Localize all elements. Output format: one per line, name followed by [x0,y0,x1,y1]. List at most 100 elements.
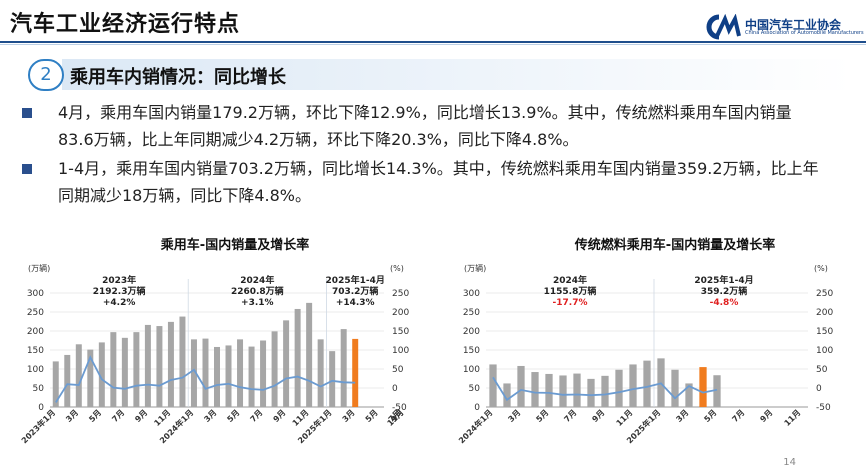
annotation-label: +4.2% [103,298,136,308]
volume-bar [671,369,679,407]
annotation-label: +14.3% [336,298,375,308]
volume-bar [517,365,525,407]
volume-bar [294,308,301,407]
x-tick-label: 3月 [506,408,522,424]
left-tick-label: 50 [33,384,45,394]
x-tick-label: 5月 [87,408,103,424]
left-tick-label: 150 [463,346,480,356]
section-title: 乘用车内销情况：同比增长 [70,67,286,88]
left-tick-label: 300 [463,289,480,299]
x-tick-label: 3月 [674,408,690,424]
x-tick-label: 5月 [225,408,241,424]
volume-bar [699,367,707,407]
left-tick-label: 0 [474,403,480,413]
right-axis-unit: (%) [390,264,404,273]
volume-bar [179,316,186,407]
volume-bar [503,383,511,407]
volume-bar [87,349,94,407]
volume-bar [559,375,567,407]
volume-bar [643,360,651,407]
volume-bar [713,375,721,407]
x-tick-label: 7月 [730,408,746,424]
annotation-label: 2260.8万辆 [231,285,284,297]
right-tick-label: 250 [392,289,409,299]
section-banner [62,59,852,90]
left-tick-label: 100 [27,365,44,375]
right-tick-label: 250 [816,289,833,299]
volume-bar [573,373,581,407]
annotation-label: +3.1% [241,298,274,308]
square-bullet-icon [22,164,32,174]
x-tick-label: 5月 [364,408,380,424]
header-divider-thin [0,44,866,45]
annotation-label: 1155.8万辆 [544,285,597,297]
right-tick-label: 200 [816,308,833,318]
x-tick-label: 11月 [615,408,635,428]
x-tick-label: 9月 [758,408,774,424]
volume-bar [545,373,553,407]
x-tick-label: 11月 [291,408,311,428]
right-tick-label: 100 [392,346,409,356]
x-tick-label: 2024年1月 [456,407,494,445]
chart-title-left: 乘用车-国内销量及增长率 [160,238,310,253]
logo: 中国汽车工业协会 China Association of Automobile… [701,13,864,40]
right-tick-label: 0 [816,384,822,394]
right-tick-label: 150 [392,327,409,337]
volume-bar [271,331,278,407]
x-tick-label: 3月 [341,408,357,424]
volume-bar [64,354,71,407]
left-tick-label: 300 [27,289,44,299]
volume-bar [110,332,117,407]
annotation-label: -4.8% [710,298,739,308]
volume-bar [352,338,359,407]
x-tick-label: 7月 [110,408,126,424]
caam-logo-icon [706,13,741,40]
left-tick-label: 100 [463,365,480,375]
annotation-label: 2192.3万辆 [93,285,146,297]
volume-bar [531,372,539,407]
volume-bar [615,369,623,407]
left-axis-unit: (万辆) [464,263,486,273]
x-tick-label: 9月 [272,408,288,424]
chart-title-right: 传统燃料乘用车-国内销量及增长率 [574,238,776,253]
annotation-label: 2024年 [240,274,274,286]
volume-bar [214,346,220,407]
x-tick-label: 5月 [702,408,718,424]
right-tick-label: 200 [392,308,409,318]
annotation-label: -17.7% [553,298,588,308]
left-tick-label: 200 [463,327,480,337]
header-divider [0,41,866,43]
chart-passenger-domestic: (万辆) (%) 0 50 100 150 200 250 300 -50 0 50 100 150 200… [19,263,409,445]
page-number: 14 [783,457,796,468]
left-tick-label: 150 [27,346,44,356]
volume-bar [133,332,140,407]
right-tick-label: 50 [816,365,828,375]
volume-bar [167,321,174,407]
x-tick-label: 9月 [133,408,149,424]
volume-bar [489,364,497,407]
volume-bar [98,342,105,407]
growth-rate-line [55,355,356,403]
volume-bar [260,340,267,407]
bullet-text: 1-4月，乘用车国内销量703.2万辆，同比增长14.3%。其中，传统燃料乘用车… [58,159,819,205]
bullet-item: 4月，乘用车国内销量179.2万辆，环比下降12.9%，同比增长13.9%。其中… [22,99,822,153]
page-title: 汽车工业经济运行特点 [10,12,241,37]
x-tick-label: 3月 [64,408,80,424]
left-tick-label: 250 [463,308,480,318]
annotation-label: 2025年1-4月 [326,274,385,286]
x-tick-label: 5月 [534,408,550,424]
right-tick-label: 100 [816,346,833,356]
x-tick-label: 11月 [152,408,172,428]
right-tick-label: 0 [392,384,398,394]
volume-bar [190,339,197,407]
left-tick-label: 250 [27,308,44,318]
annotation-label: 2025年1-4月 [694,274,753,286]
annotation-label: 359.2万辆 [701,285,747,297]
volume-bar [156,326,163,407]
section-number: 2 [28,59,64,91]
volume-bar [283,320,290,407]
volume-bar [248,346,255,407]
right-axis-unit: (%) [814,264,828,273]
volume-bar [340,329,347,407]
volume-bar [306,302,313,407]
